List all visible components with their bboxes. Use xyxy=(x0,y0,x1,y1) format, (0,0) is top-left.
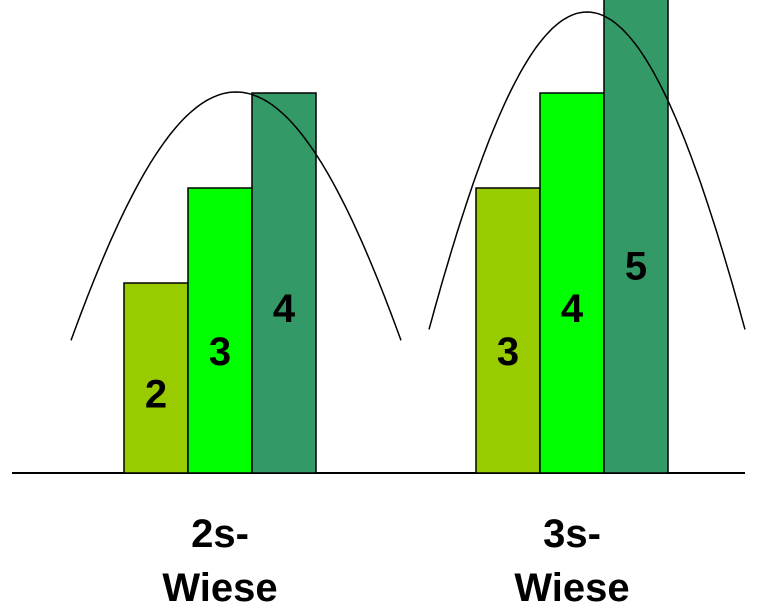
group-label-line2: Wiese xyxy=(514,566,629,609)
bar-group2-3 xyxy=(603,0,669,474)
bar-group2-1 xyxy=(475,187,541,474)
group-label-line1: 2s- xyxy=(191,512,249,556)
bell-curve-group1 xyxy=(70,91,402,341)
bar-group1-3 xyxy=(251,92,317,474)
bar-value-label: 3 xyxy=(497,330,519,374)
bar-group2-2 xyxy=(539,92,605,474)
bell-curve-group2 xyxy=(428,11,746,330)
bar-group1-2 xyxy=(187,187,253,474)
bar-value-label: 5 xyxy=(625,244,647,288)
bar-value-label: 2 xyxy=(145,373,167,417)
group-label-line1: 3s- xyxy=(543,512,601,556)
group-label-line2: Wiese xyxy=(162,566,277,609)
bar-value-label: 4 xyxy=(561,287,584,331)
bar-value-label: 4 xyxy=(273,287,296,331)
bar-value-label: 3 xyxy=(209,330,231,374)
